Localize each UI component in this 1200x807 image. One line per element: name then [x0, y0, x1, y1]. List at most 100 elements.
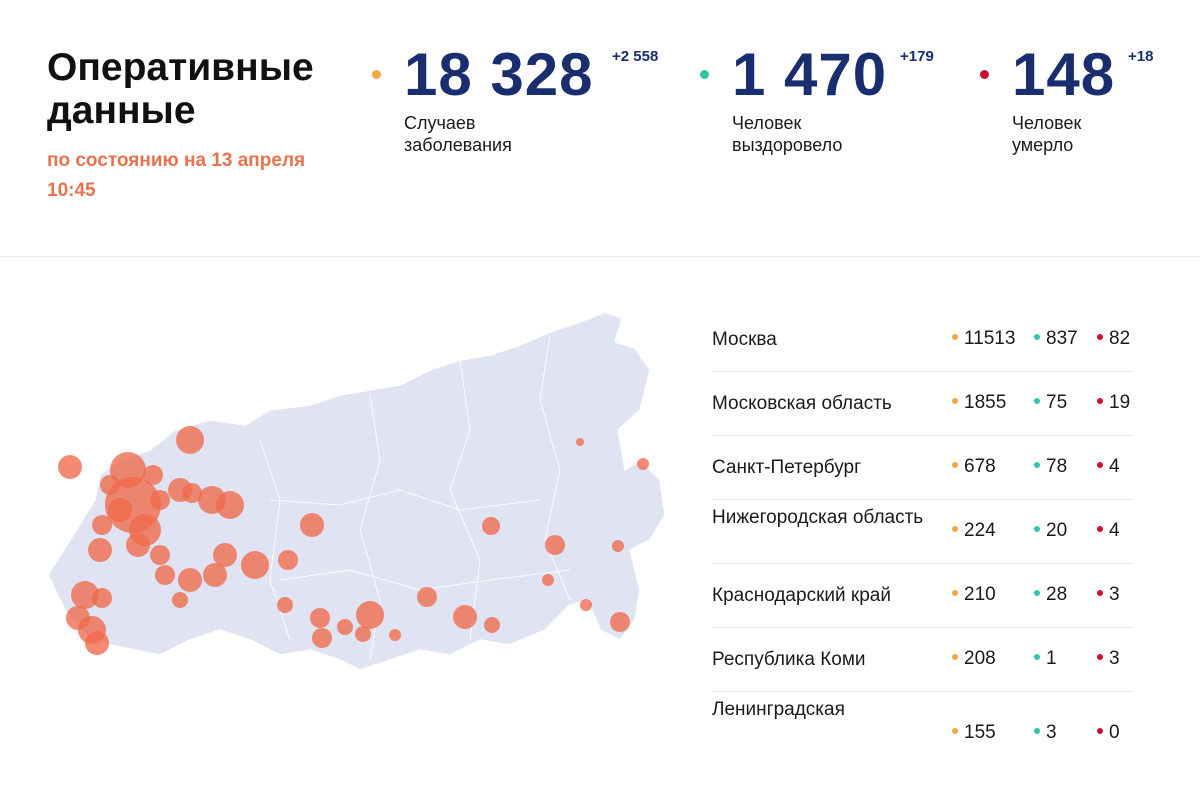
case-bubble: [312, 628, 332, 648]
region-name: Санкт-Петербург: [712, 457, 862, 478]
table-row: Краснодарский край 210 28 3: [712, 564, 1132, 628]
case-bubble: [389, 629, 401, 641]
deaths-value: 148: [1012, 41, 1116, 108]
region-recovered: 20: [1034, 520, 1067, 542]
case-bubble: [610, 612, 630, 632]
deaths-delta: +18: [1128, 48, 1154, 65]
cases-dot-icon: [952, 589, 958, 596]
cases-dot-icon: [952, 333, 958, 340]
as-of-date: по состоянию на 13 апреля 10:45: [47, 150, 306, 201]
region-deaths: 3: [1097, 584, 1120, 606]
region-cases: 208: [952, 648, 996, 670]
cases-dot-icon: [952, 727, 958, 734]
recovered-dot-icon: [1034, 333, 1040, 340]
case-bubble: [542, 574, 554, 586]
case-bubble: [92, 515, 112, 535]
region-name: Москва: [712, 329, 777, 350]
region-recovered: 28: [1034, 584, 1067, 606]
case-bubble: [576, 438, 584, 446]
recovered-dot-icon: [700, 70, 709, 79]
case-bubble: [143, 465, 163, 485]
region-deaths: 19: [1097, 392, 1130, 414]
region-name: Нижегородская область: [712, 507, 924, 528]
case-bubble: [580, 599, 592, 611]
case-bubble: [155, 565, 175, 585]
case-bubble: [277, 597, 293, 613]
region-cases: 11513: [952, 328, 1015, 350]
case-bubble: [126, 533, 150, 557]
table-row: Москва 11513 837 82: [712, 308, 1132, 372]
table-row: Республика Коми 208 1 3: [712, 628, 1132, 692]
region-cases: 224: [952, 520, 996, 542]
map-landmass: [47, 311, 666, 671]
cases-dot-icon: [952, 525, 958, 532]
region-cases: 210: [952, 584, 996, 606]
case-bubble: [88, 538, 112, 562]
recovered-label: Человек выздоровело: [732, 113, 843, 155]
recovered-dot-icon: [1034, 525, 1040, 532]
recovered-delta: +179: [900, 48, 934, 65]
case-bubble: [176, 426, 204, 454]
case-bubble: [178, 568, 202, 592]
case-bubble: [337, 619, 353, 635]
recovered-dot-icon: [1034, 589, 1040, 596]
deaths-dot-icon: [1097, 653, 1103, 660]
case-bubble: [612, 540, 624, 552]
case-bubble: [355, 626, 371, 642]
deaths-dot-icon: [980, 70, 989, 79]
case-bubble: [300, 513, 324, 537]
region-recovered: 78: [1034, 456, 1067, 478]
case-bubble: [85, 631, 109, 655]
case-bubble: [172, 592, 188, 608]
region-name: Московская область: [712, 393, 892, 414]
region-deaths: 4: [1097, 456, 1120, 478]
cases-dot-icon: [952, 397, 958, 404]
case-bubble: [216, 491, 244, 519]
region-cases: 678: [952, 456, 996, 478]
cases-dot-icon: [952, 461, 958, 468]
page-title: Оперативные данные: [47, 46, 314, 132]
cases-delta: +2 558: [612, 48, 659, 65]
deaths-dot-icon: [1097, 727, 1103, 734]
case-bubble: [108, 498, 132, 522]
cases-value: 18 328: [404, 41, 594, 108]
table-row: Нижегородская область 224 20 4: [712, 500, 1132, 564]
region-name: Ленинградская: [712, 699, 845, 720]
case-bubble: [453, 605, 477, 629]
case-bubble: [241, 551, 269, 579]
region-name: Краснодарский край: [712, 585, 891, 606]
region-recovered: 837: [1034, 328, 1078, 350]
deaths-dot-icon: [1097, 333, 1103, 340]
region-deaths: 3: [1097, 648, 1120, 670]
recovered-dot-icon: [1034, 461, 1040, 468]
russia-map: [47, 311, 666, 671]
deaths-dot-icon: [1097, 397, 1103, 404]
case-bubble: [58, 455, 82, 479]
recovered-dot-icon: [1034, 727, 1040, 734]
recovered-dot-icon: [1034, 397, 1040, 404]
deaths-label: Человек умерло: [1012, 113, 1082, 155]
region-recovered: 75: [1034, 392, 1067, 414]
case-bubble: [482, 517, 500, 535]
case-bubble: [150, 545, 170, 565]
case-bubble: [213, 543, 237, 567]
region-name: Республика Коми: [712, 649, 866, 670]
case-bubble: [71, 581, 99, 609]
deaths-dot-icon: [1097, 525, 1103, 532]
case-bubble: [545, 535, 565, 555]
region-recovered: 1: [1034, 648, 1057, 670]
recovered-value: 1 470: [732, 41, 888, 108]
case-bubble: [356, 601, 384, 629]
case-bubble: [92, 588, 112, 608]
cases-dot-icon: [372, 70, 381, 79]
deaths-dot-icon: [1097, 461, 1103, 468]
section-divider: [0, 256, 1200, 257]
regions-table: Москва 11513 837 82 Московская область 1…: [712, 308, 1132, 755]
region-deaths: 0: [1097, 722, 1120, 744]
region-recovered: 3: [1034, 722, 1057, 744]
recovered-dot-icon: [1034, 653, 1040, 660]
case-bubble: [310, 608, 330, 628]
region-deaths: 4: [1097, 520, 1120, 542]
case-bubble: [278, 550, 298, 570]
case-bubble: [100, 475, 120, 495]
